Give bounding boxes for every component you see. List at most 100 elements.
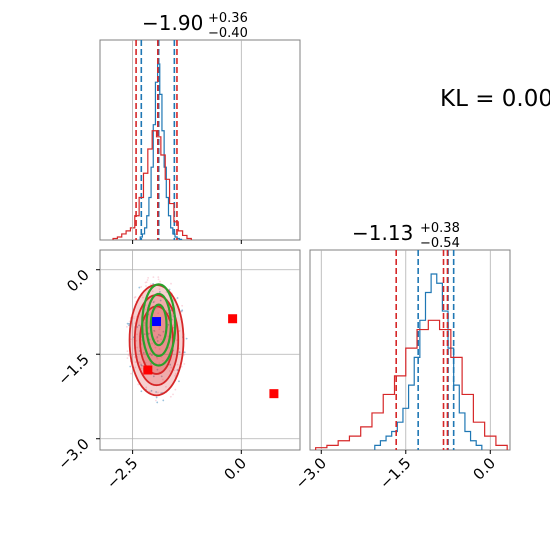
scatter-point (157, 276, 160, 279)
hist1-series-1 (112, 130, 192, 240)
scatter-point (162, 359, 164, 362)
scatter-point (154, 399, 157, 402)
scatter-point (155, 391, 158, 393)
scatter-point (150, 389, 153, 392)
scatter-point (140, 390, 143, 393)
marker-0-0 (228, 314, 238, 324)
scatter-point (126, 322, 129, 325)
scatter-point (143, 333, 146, 336)
scatter-point (156, 337, 158, 340)
scatter-point (134, 296, 137, 298)
scatter-point (159, 299, 162, 302)
scatter-point (153, 330, 156, 333)
title-param1-plus: +0.36 (208, 11, 248, 26)
scatter-point (144, 281, 147, 284)
scatter-point (152, 375, 155, 378)
scatter-point (172, 324, 175, 326)
scatter-point (170, 282, 172, 285)
scatter-point (176, 368, 179, 371)
scatter-point (178, 351, 181, 354)
scatter-point (156, 357, 159, 360)
joint-panel: −2.5 0.0 0.0 −1.5 −3.0 (54, 249, 301, 493)
hist1-series-0 (139, 63, 183, 240)
xtick3-label-0: −3.0 (292, 454, 330, 492)
scatter-point (160, 375, 163, 378)
scatter-point (142, 351, 145, 354)
scatter-point (176, 369, 179, 372)
scatter-point (157, 278, 160, 281)
scatter-point (162, 399, 165, 402)
scatter-point (145, 281, 148, 284)
ticks-marginal-param2: −3.0 −1.5 0.0 (292, 450, 499, 493)
joint-contours (125, 276, 188, 404)
scatter-point (160, 338, 163, 341)
scatter-point (173, 369, 176, 372)
scatter-point (176, 363, 179, 366)
scatter-point (126, 350, 129, 353)
scatter-point (156, 336, 159, 338)
scatter-point (161, 378, 164, 381)
scatter-point (127, 354, 130, 357)
panel-frame-bottom-left (99, 249, 301, 451)
ytick2-label-0: 0.0 (63, 266, 93, 296)
scatter-point (170, 309, 173, 312)
scatter-point (152, 276, 155, 279)
scatter-point (138, 324, 141, 327)
scatter-point (141, 364, 143, 367)
scatter-point (181, 309, 184, 312)
scatter-point (183, 351, 186, 354)
kl-annotation: KL = 0.00 (440, 86, 550, 112)
scatter-point (183, 363, 186, 365)
xtick2-label-0: −2.5 (103, 454, 141, 492)
marginal-panel-param2: −3.0 −1.5 0.0 −1.13 +0.38 −0.54 (292, 221, 511, 493)
scatter-point (158, 348, 161, 350)
scatter-point (180, 310, 183, 313)
scatter-point (180, 310, 183, 313)
scatter-point (169, 395, 172, 398)
scatter-point (178, 329, 181, 332)
scatter-point (181, 304, 184, 307)
scatter-point (154, 346, 157, 349)
scatter-point (136, 333, 139, 336)
scatter-point (144, 308, 147, 311)
scatter-point (151, 290, 154, 293)
histogram-param1 (112, 40, 242, 244)
scatter-point (171, 314, 174, 317)
scatter-point (137, 383, 140, 386)
scatter-point (125, 325, 128, 328)
scatter-point (174, 374, 176, 377)
scatter-point (134, 361, 137, 364)
scatter-point (185, 337, 188, 340)
histogram-param2 (315, 250, 508, 450)
scatter-point (157, 312, 160, 315)
scatter-point (158, 291, 161, 293)
scatter-point (136, 326, 139, 328)
marginal-panel-param1: −1.90 +0.36 −0.40 (99, 11, 301, 244)
hist3-series-1 (315, 319, 508, 450)
scatter-point (159, 334, 162, 337)
scatter-point (138, 286, 141, 289)
ytick2-label-2: −3.0 (54, 435, 92, 473)
title-param1-minus: −0.40 (208, 26, 248, 41)
scatter-point (159, 280, 161, 283)
scatter-point (130, 372, 133, 375)
scatter-point (142, 324, 145, 327)
scatter-point (156, 340, 159, 342)
scatter-point (167, 335, 170, 338)
scatter-point (165, 385, 167, 388)
scatter-point (152, 301, 155, 304)
scatter-point (140, 343, 143, 345)
scatter-point (151, 342, 153, 345)
xtick2-label-1: 0.0 (221, 454, 251, 484)
scatter-point (168, 346, 171, 349)
scatter-point (143, 322, 146, 324)
scatter-point (140, 363, 142, 365)
scatter-point (140, 367, 143, 370)
scatter-point (153, 300, 156, 303)
scatter-point (155, 396, 158, 399)
scatter-point (130, 338, 132, 341)
scatter-point (128, 322, 131, 325)
marker-1-0 (152, 317, 162, 327)
scatter-point (153, 329, 155, 332)
